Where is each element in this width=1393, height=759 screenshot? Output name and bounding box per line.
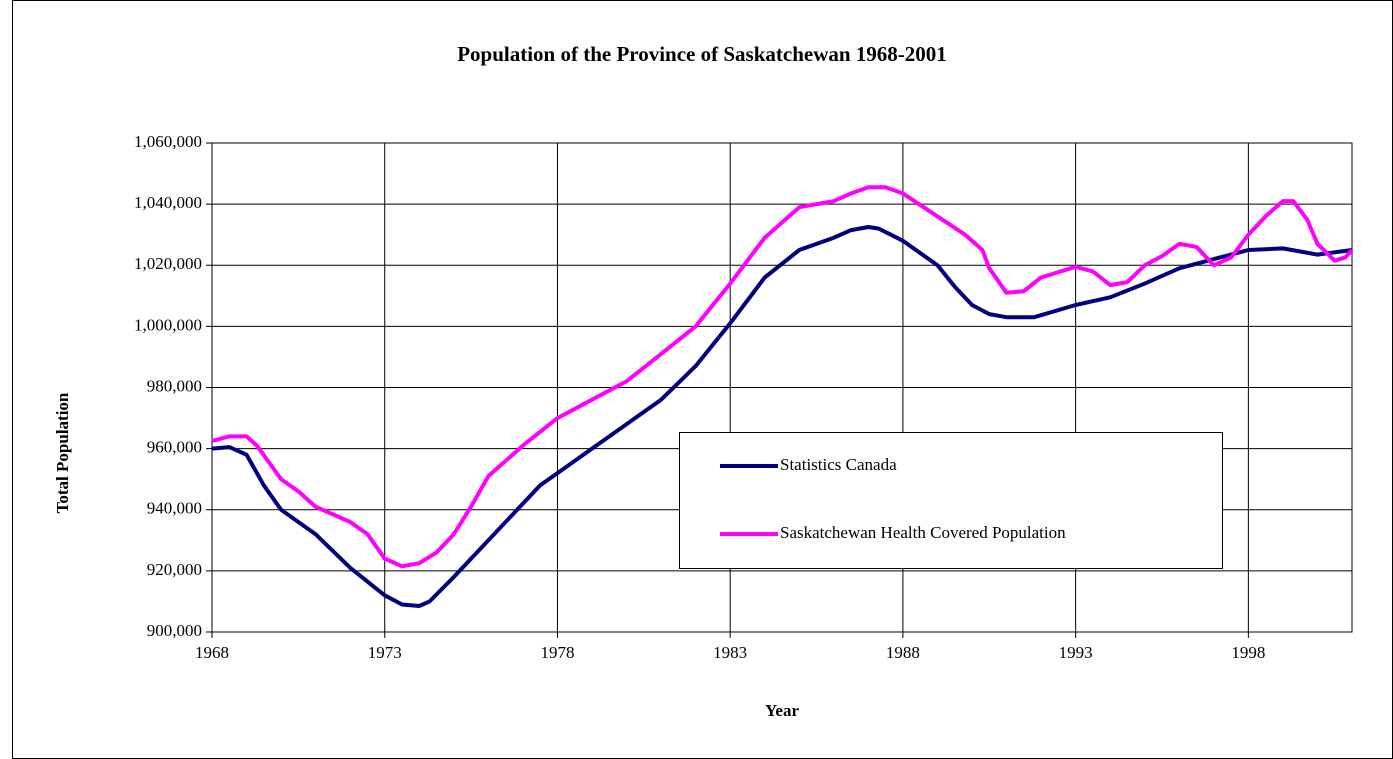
x-axis-label: Year <box>765 701 799 720</box>
chart-title: Population of the Province of Saskatchew… <box>457 42 947 66</box>
x-tick-label: 1978 <box>540 643 574 662</box>
x-tick-label: 1973 <box>368 643 402 662</box>
x-tick-label: 1983 <box>713 643 747 662</box>
y-tick-label: 940,000 <box>147 499 202 518</box>
x-tick-label: 1998 <box>1231 643 1265 662</box>
legend-label: Saskatchewan Health Covered Population <box>780 523 1066 542</box>
y-tick-label: 900,000 <box>147 621 202 640</box>
y-tick-label: 1,000,000 <box>134 315 202 334</box>
y-tick-label: 1,040,000 <box>134 193 202 212</box>
x-tick-label: 1988 <box>886 643 920 662</box>
y-tick-label: 920,000 <box>147 560 202 579</box>
y-tick-label: 1,060,000 <box>134 132 202 151</box>
y-axis-label: Total Population <box>53 392 72 513</box>
data-line <box>211 225 1353 608</box>
x-tick-label: 1993 <box>1059 643 1093 662</box>
y-tick-label: 1,020,000 <box>134 254 202 273</box>
x-tick-label: 1968 <box>195 643 229 662</box>
legend-label: Statistics Canada <box>780 455 897 474</box>
y-tick-label: 960,000 <box>147 438 202 457</box>
y-tick-label: 980,000 <box>147 376 202 395</box>
legend-box <box>679 432 1223 569</box>
data-line <box>211 185 1354 569</box>
